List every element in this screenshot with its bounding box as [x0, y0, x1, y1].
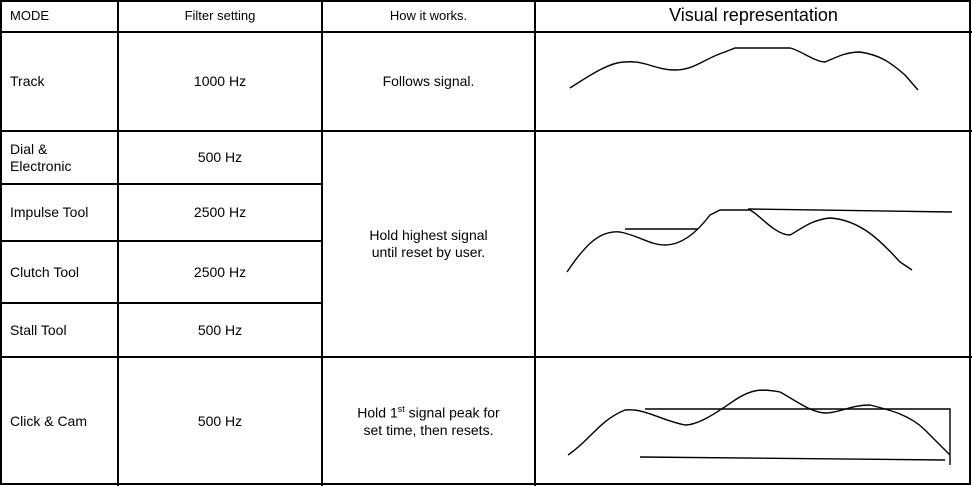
header-cell: How it works. [389, 8, 468, 24]
click-sketch [567, 389, 951, 456]
how-cell: Follows signal. [382, 73, 475, 90]
superscript: st [397, 404, 405, 415]
how-text: signal peak for set time, then resets. [363, 405, 500, 438]
how-text: Hold 1st signal peak for set time, then … [350, 404, 507, 438]
header-cell: Filter setting [184, 8, 256, 24]
filter-cell: 2500 Hz [193, 204, 247, 221]
mode-cell: Dial & Electronic [10, 140, 72, 174]
filter-cell: 500 Hz [197, 413, 243, 430]
mode-cell: Clutch Tool [10, 263, 80, 280]
click-line [639, 408, 951, 465]
mode-cell: Stall Tool [10, 321, 67, 338]
mode-cell: Track [10, 73, 45, 90]
mode-cell: Click & Cam [10, 413, 88, 430]
how-text: Hold 1 [357, 405, 398, 422]
filter-cell: 2500 Hz [193, 263, 247, 280]
filter-cell: 500 Hz [197, 321, 243, 338]
hold-sketch [566, 209, 913, 273]
how-cell: Hold 1st signal peak for set time, then … [322, 357, 535, 486]
how-cell: Hold highest signal until reset by user. [369, 227, 488, 260]
header-cell: MODE [10, 8, 49, 24]
header-cell: Visual representation [669, 5, 838, 26]
mode-cell: Impulse Tool [10, 204, 89, 221]
filter-cell: 1000 Hz [193, 73, 247, 90]
hold-line [625, 208, 953, 230]
filter-cell: 500 Hz [197, 149, 243, 166]
track-sketch [569, 47, 919, 91]
